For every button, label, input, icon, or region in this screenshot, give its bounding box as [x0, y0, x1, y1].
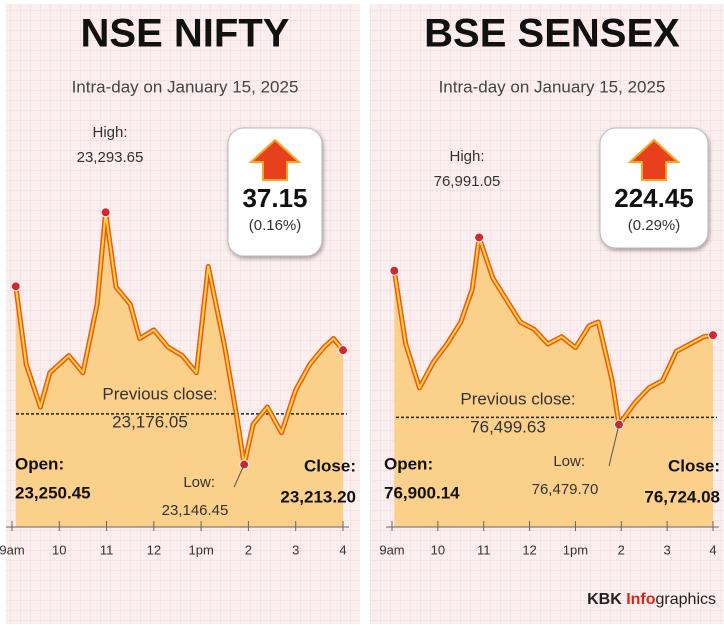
low-label: Low: [553, 453, 585, 470]
x-tick-label: 3 [292, 542, 299, 557]
area [15, 212, 343, 527]
area [394, 237, 713, 528]
x-tick-label: 9am [0, 542, 25, 557]
open-value: 76,900.14 [384, 483, 460, 502]
marker-dot [389, 265, 400, 276]
high-label: High: [449, 148, 484, 165]
x-tick-label: 10 [52, 542, 66, 557]
credit-part: graphics [656, 591, 716, 608]
previous-close-value: 23,176.05 [112, 412, 188, 431]
change-box [599, 127, 709, 249]
close-value: 23,213.20 [280, 487, 356, 506]
x-tick-label: 11 [100, 542, 114, 557]
x-tick-label: 4 [339, 542, 346, 557]
x-tick-label: 9am [379, 542, 404, 557]
change-box [227, 127, 323, 257]
x-tick-label: 2 [245, 542, 252, 557]
x-tick-label: 3 [664, 542, 671, 557]
marker-dot [100, 207, 111, 218]
credit: KBK Infographics [587, 591, 716, 608]
x-tick-label: 11 [477, 542, 491, 557]
marker-dot [708, 330, 718, 341]
chart-subtitle: Intra-day on January 15, 2025 [72, 77, 299, 96]
x-tick-label: 4 [709, 542, 716, 557]
low-value: 23,146.45 [162, 502, 229, 519]
open-label: Open: [384, 454, 433, 473]
marker-dot [338, 345, 348, 356]
change-value: 37.15 [242, 183, 307, 213]
high-label: High: [92, 124, 127, 141]
previous-close-label: Previous close: [102, 384, 217, 403]
low-value: 76,479.70 [532, 481, 599, 498]
marker-dot [10, 281, 21, 292]
x-tick-label: 1pm [188, 542, 213, 557]
chart-title: BSE SENSEX [424, 12, 680, 56]
leader [608, 424, 620, 467]
x-tick-label: 2 [618, 542, 625, 557]
change-percent: (0.16%) [249, 217, 302, 234]
change-arrow [248, 138, 302, 181]
change-value: 224.45 [614, 183, 694, 213]
line [14, 211, 344, 466]
close-value: 76,724.08 [644, 487, 720, 506]
marker-dot [474, 232, 485, 243]
high-value: 23,293.65 [77, 149, 144, 166]
low-label: Low: [183, 474, 215, 491]
close-label: Close: [668, 456, 720, 475]
chart-subtitle: Intra-day on January 15, 2025 [439, 77, 666, 96]
x-tick-label: 12 [522, 542, 536, 557]
leader [233, 464, 245, 488]
panel-bg [370, 4, 724, 624]
credit-part: Info [626, 591, 656, 608]
x-tick-label: 12 [147, 542, 161, 557]
high-value: 76,991.05 [434, 173, 501, 190]
credit-part: KBK [587, 591, 626, 608]
previous-close-value: 76,499.63 [470, 417, 546, 436]
chart-title: NSE NIFTY [81, 12, 290, 56]
change-percent: (0.29%) [628, 217, 681, 234]
x-tick-label: 10 [431, 542, 445, 557]
line [393, 236, 714, 426]
previous-close-label: Previous close: [460, 389, 575, 408]
change-arrow [627, 138, 681, 181]
x-tick-label: 1pm [563, 542, 588, 557]
open-value: 23,250.45 [15, 483, 91, 502]
open-label: Open: [15, 454, 64, 473]
close-label: Close: [304, 456, 356, 475]
